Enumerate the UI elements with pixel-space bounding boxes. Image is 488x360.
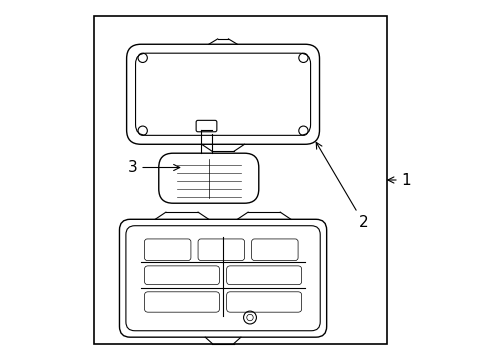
Text: 3: 3 <box>127 160 180 175</box>
Text: 1: 1 <box>387 172 410 188</box>
Text: 2: 2 <box>316 143 367 230</box>
